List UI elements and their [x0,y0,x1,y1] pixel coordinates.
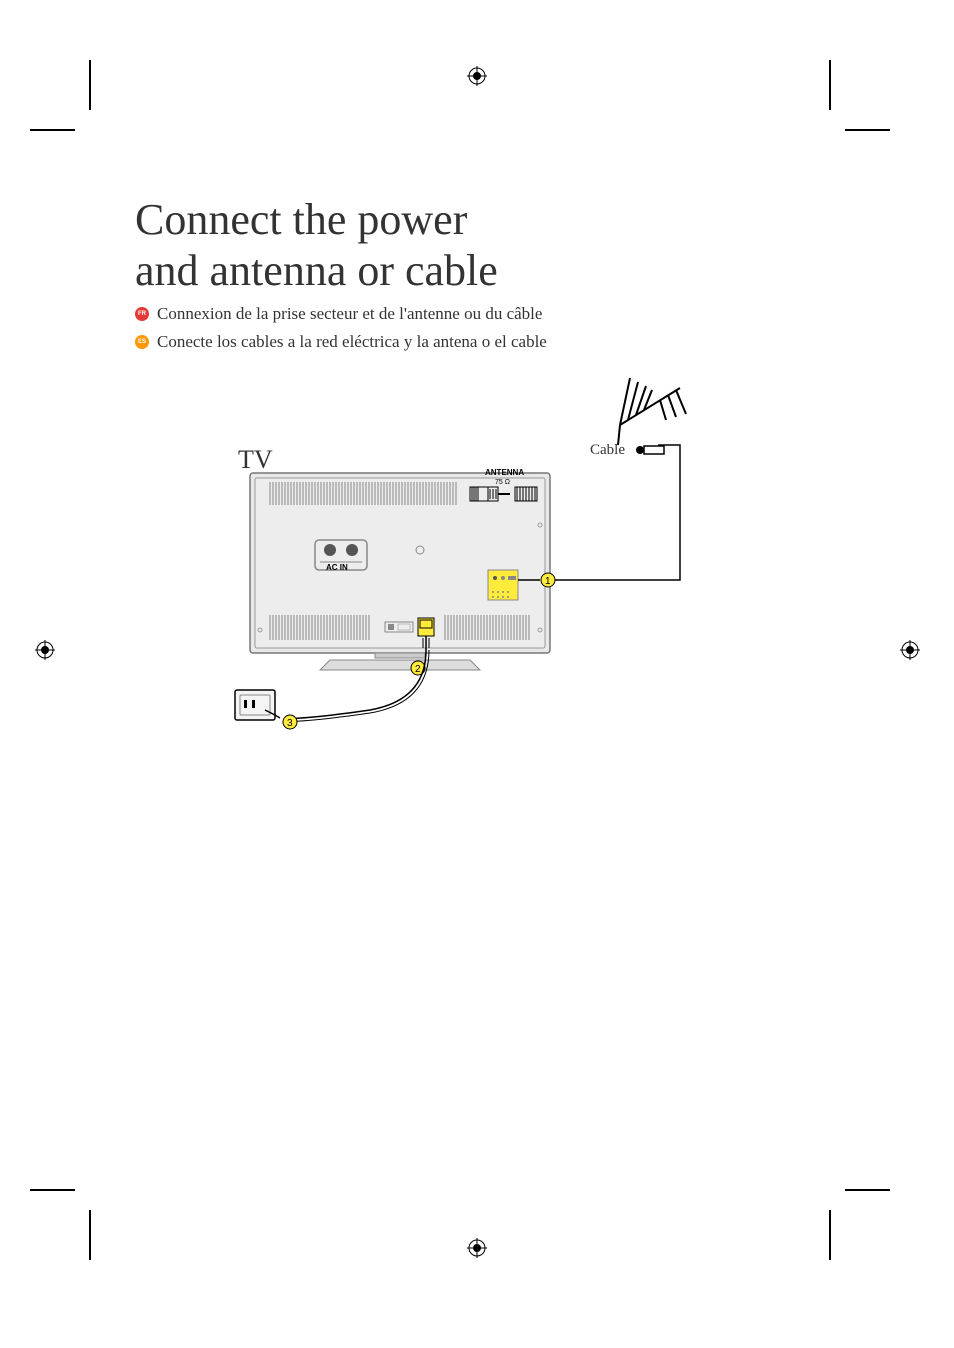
antenna-port-label: ANTENNA [485,468,524,477]
connection-diagram: TV Cable ANTENNA [220,370,720,740]
lang-badge-es: ES [135,335,149,349]
diagram-svg: ANTENNA 75 Ω AC IN 1 [220,370,720,740]
registration-mark-bottom [467,1238,487,1258]
antenna-connector [488,570,518,600]
svg-text:75 Ω: 75 Ω [495,479,510,486]
crop-mark-bottom-right [810,1180,890,1260]
crop-mark-top-left [30,60,110,140]
subtitle-es-text: Conecte los cables a la red eléctrica y … [157,332,547,352]
ac-in-label: AC IN [326,563,348,572]
cable-label: Cable [590,442,625,459]
lang-badge-fr: FR [135,307,149,321]
svg-text:1: 1 [545,576,551,587]
page-title: Connect the power and antenna or cable [135,195,835,296]
svg-text:2: 2 [415,664,421,675]
subtitle-fr-text: Connexion de la prise secteur et de l'an… [157,304,542,324]
crop-mark-bottom-left [30,1180,110,1260]
svg-text:3: 3 [287,718,293,729]
registration-mark-right [900,640,920,660]
subtitle-fr-row: FR Connexion de la prise secteur et de l… [135,304,835,324]
title-line-1: Connect the power [135,195,835,246]
subtitle-es-row: ES Conecte los cables a la red eléctrica… [135,332,835,352]
main-content: Connect the power and antenna or cable F… [135,195,835,352]
registration-mark-top [467,66,487,86]
crop-mark-top-right [810,60,890,140]
tv-label: TV [238,445,273,475]
title-line-2: and antenna or cable [135,246,835,297]
registration-mark-left [35,640,55,660]
antenna-icon [618,378,686,445]
